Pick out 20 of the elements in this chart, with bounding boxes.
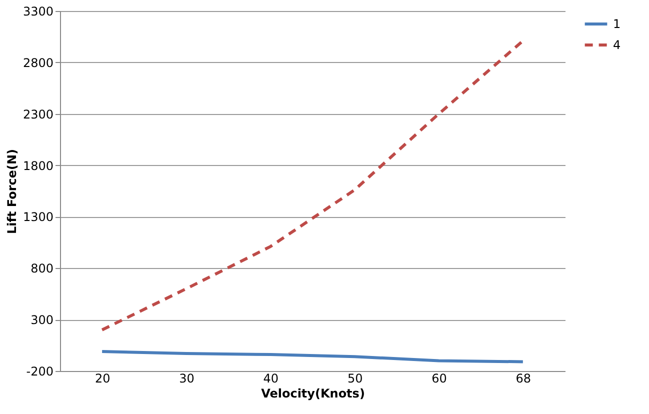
y-tick-label: -200 <box>26 364 54 378</box>
x-tick-label: 60 <box>432 372 447 386</box>
x-tick-label: 20 <box>94 372 110 386</box>
x-tick-label: 40 <box>263 372 279 386</box>
legend-label: 4 <box>613 38 621 52</box>
line-series <box>100 39 524 332</box>
x-axis-title: Velocity(Knots) <box>261 386 365 400</box>
legend-label: 1 <box>613 17 621 31</box>
y-tick-label: 3300 <box>22 4 54 18</box>
y-tick-label: 1300 <box>22 210 54 224</box>
x-tick-label: 50 <box>347 372 363 386</box>
y-tick-label: 1800 <box>22 158 54 173</box>
x-tick-label: 68 <box>516 372 532 386</box>
x-tick-label: 30 <box>179 372 194 386</box>
y-tick-label: 300 <box>30 313 54 328</box>
y-axis-title: Lift Force(N) <box>4 148 19 234</box>
y-tick-label: 800 <box>30 262 54 276</box>
line-series <box>100 350 524 364</box>
y-tick-label: 2800 <box>22 56 54 70</box>
y-tick-label: 2300 <box>22 107 54 122</box>
